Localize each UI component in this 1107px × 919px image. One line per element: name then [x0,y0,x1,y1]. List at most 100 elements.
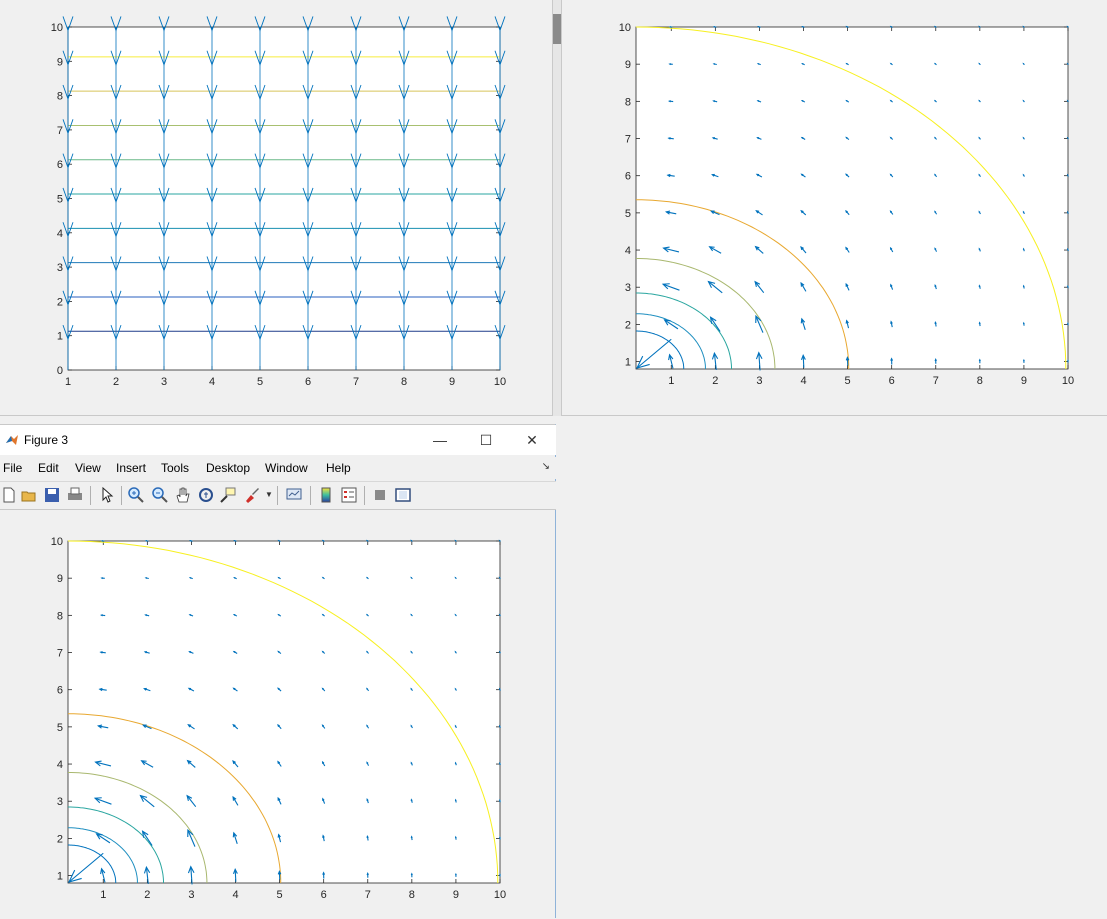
y-tick-label: 0 [57,365,63,377]
axes-box [68,541,500,883]
data-cursor-icon[interactable] [219,486,237,504]
x-tick-label: 9 [453,889,459,901]
menu-help[interactable]: Help [326,461,351,475]
quiver-arrow-head [455,689,456,690]
quiver-arrow-head [1068,138,1069,139]
quiver-arrow-head [1068,323,1069,324]
quiver-arrow-head [279,541,280,542]
quiver-arrow-head [935,285,936,287]
brush-icon[interactable] [243,486,261,504]
y-tick-label: 2 [57,833,63,845]
x-tick-label: 3 [161,376,167,388]
quiver-arrow-head [279,578,280,579]
quiver-arrow-head [367,578,368,579]
quiver-arrow-head [411,800,412,801]
maximize-button[interactable]: ☐ [466,429,506,451]
x-tick-label: 8 [409,889,415,901]
menu-edit[interactable]: Edit [38,461,59,475]
menu-window[interactable]: Window [265,461,308,475]
zoom-out-icon[interactable] [151,486,169,504]
menu-tools[interactable]: Tools [161,461,189,475]
link-plot-icon[interactable] [285,486,303,504]
x-tick-label: 6 [305,376,311,388]
y-tick-label: 10 [619,22,631,34]
brush-dropdown-icon[interactable]: ▼ [265,490,273,499]
quiver-arrow-head [500,800,501,801]
quiver-arrow-head [714,101,715,102]
quiver-arrow-head [367,799,368,801]
x-tick-label: 7 [365,889,371,901]
y-tick-label: 1 [57,871,63,883]
axes-box [636,27,1068,369]
colorbar-icon[interactable] [317,486,335,504]
rotate-3d-icon[interactable] [197,486,215,504]
x-tick-label: 9 [449,376,455,388]
y-tick-label: 3 [57,796,63,808]
quiver-arrow-head [146,541,147,542]
quiver-arrow-head [669,101,670,102]
y-tick-label: 9 [625,59,631,71]
quiver-arrow-head [323,541,324,542]
x-tick-label: 6 [321,889,327,901]
close-button[interactable]: ✕ [512,429,552,451]
quiver-arrow-head [500,874,501,875]
x-tick-label: 4 [232,889,238,901]
menu-insert[interactable]: Insert [116,461,146,475]
menu-view[interactable]: View [75,461,101,475]
quiver-arrow-head [1023,323,1024,324]
open-file-icon[interactable] [20,486,38,504]
y-tick-label: 5 [57,194,63,206]
hide-plot-tools-icon[interactable] [371,486,389,504]
select-pointer-icon[interactable] [98,486,116,504]
x-tick-label: 10 [494,376,506,388]
save-icon[interactable] [43,486,61,504]
legend-icon[interactable] [340,486,358,504]
menu-desktop[interactable]: Desktop [206,461,250,475]
y-tick-label: 1 [57,331,63,343]
minimize-button[interactable]: — [420,429,460,451]
y-tick-label: 1 [625,357,631,369]
quiver-arrow-head [367,836,368,838]
y-tick-label: 7 [57,125,63,137]
y-tick-label: 9 [57,573,63,585]
quiver-arrow-head [500,652,501,653]
y-tick-label: 4 [57,759,63,771]
menu-file[interactable]: File [3,461,22,475]
pan-hand-icon[interactable] [174,486,192,504]
quiver-arrow-head [803,27,804,28]
new-figure-icon[interactable] [0,486,18,504]
x-tick-label: 4 [209,376,215,388]
dock-arrow-icon[interactable]: ↘ [542,461,550,472]
zoom-in-icon[interactable] [127,486,145,504]
quiver-arrow-head [1023,101,1024,102]
scrollbar-thumb[interactable] [553,14,561,44]
toolbar-separator [90,486,91,505]
quiver-arrow-head [235,541,236,542]
quiver-arrow-head [190,541,191,542]
quiver-arrow-head [714,27,715,28]
show-plot-tools-icon[interactable] [394,486,412,504]
y-tick-label: 8 [57,610,63,622]
quiver-arrow-head [979,175,980,176]
x-tick-label: 2 [113,376,119,388]
x-tick-label: 5 [277,889,283,901]
y-tick-label: 2 [625,319,631,331]
title-bar[interactable]: Figure 3 — ☐ ✕ [0,425,556,455]
toolbar-separator [310,486,311,505]
quiver-arrow-head [500,726,501,727]
desktop-background [556,418,1107,918]
quiver-arrow-head [1068,175,1069,176]
print-icon[interactable] [66,486,84,504]
toolbar-separator [277,486,278,505]
y-tick-label: 10 [51,536,63,548]
quiver-arrow-head [1068,286,1069,287]
quiver-arrow-head [979,360,980,361]
quiver-arrow-head [411,652,412,653]
toolbar-separator [121,486,122,505]
quiver-arrow-head [500,837,501,838]
quiver-arrow-head [455,615,456,616]
